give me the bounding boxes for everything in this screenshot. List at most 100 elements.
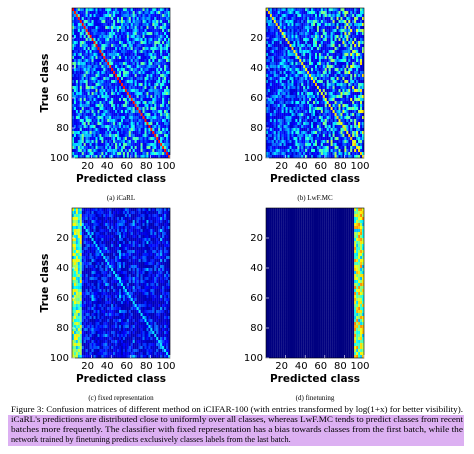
heatmap-cell [267,41,270,45]
heatmap-cell [301,38,304,42]
heatmap-cell [358,119,361,123]
heatmap-cell [91,128,94,132]
heatmap-cell [313,149,316,153]
heatmap-cell [87,143,90,147]
heatmap-cell [291,68,294,72]
heatmap-cell [273,77,276,81]
heatmap-cell [305,68,308,72]
heatmap-cell [346,128,349,132]
heatmap-cell [324,47,327,51]
heatmap-cell [289,152,292,156]
heatmap-cell [266,59,269,63]
heatmap-cell [320,80,323,84]
heatmap-cell [89,68,92,72]
heatmap-cell [113,80,116,84]
heatmap-cell [164,20,167,24]
heatmap-cell [362,38,365,42]
heatmap-cell [95,80,98,84]
heatmap-cell [87,131,90,135]
heatmap-cell [166,20,169,24]
heatmap-cell [156,29,159,33]
heatmap-cell [95,53,98,57]
heatmap-cell [140,152,143,156]
x-axis-label: Predicted class [76,173,166,185]
heatmap-cell [340,83,343,87]
heatmap-cell [160,62,163,66]
heatmap-cell [73,11,76,15]
heatmap-cell [350,110,353,114]
heatmap-cell [318,65,321,69]
heatmap-cell [128,53,131,57]
heatmap-cell [162,131,165,135]
heatmap-cell [81,98,84,102]
heatmap-cell [85,125,88,129]
heatmap-cell [148,77,151,81]
heatmap-cell [83,53,86,57]
heatmap-cell [105,59,108,63]
heatmap-cell [297,80,300,84]
heatmap-cell [150,8,153,12]
heatmap-cell [103,56,106,60]
heatmap-cell [340,92,343,96]
heatmap-cell [313,119,316,123]
heatmap-cell [352,38,355,42]
heatmap-cell [275,143,278,147]
heatmap-cell [271,98,274,102]
heatmap-cell [281,14,284,18]
heatmap-cell [77,50,80,54]
heatmap-cell [144,119,147,123]
heatmap-cell [332,14,335,18]
heatmap-cell [313,77,316,81]
heatmap-cell [79,86,82,90]
heatmap-cell [130,53,133,57]
heatmap-cell [356,26,359,30]
heatmap-cell [271,116,274,120]
heatmap-cell [154,86,157,90]
heatmap-cell [336,95,339,99]
heatmap-cell [146,104,149,108]
heatmap-cell [338,29,341,33]
heatmap-cell [279,95,282,99]
heatmap-cell [101,35,104,39]
heatmap-cell [287,92,290,96]
heatmap-cell [358,146,361,150]
heatmap-cell [313,83,316,87]
heatmap-cell [299,32,302,36]
heatmap-cell [132,65,135,69]
heatmap-cell [115,116,118,120]
heatmap-cell [285,47,288,51]
heatmap-cell [124,59,127,63]
heatmap-cell [136,89,139,93]
heatmap-cell [134,110,137,114]
heatmap-cell [352,59,355,63]
heatmap-cell [77,146,80,150]
heatmap-cell [285,86,288,90]
heatmap-cell [85,101,88,105]
heatmap-cell [109,101,112,105]
heatmap-cell [277,11,280,15]
heatmap-cell [75,86,78,90]
heatmap-cell [336,53,339,57]
heatmap-cell [289,14,292,18]
heatmap-cell [305,47,308,51]
heatmap-cell [93,119,96,123]
heatmap-cell [79,83,82,87]
heatmap-cell [283,116,286,120]
heatmap-cell [115,128,118,132]
heatmap-cell [105,23,108,27]
heatmap-cell [83,62,86,66]
heatmap-cell [356,77,359,81]
heatmap-cell [138,137,141,141]
heatmap-cell [99,47,102,51]
heatmap-cell [289,32,292,36]
heatmap-cell [330,101,333,105]
heatmap-cell [340,89,343,93]
heatmap-cell [342,35,345,39]
heatmap-cell [130,152,133,156]
heatmap-cell [117,62,120,66]
heatmap-cell [352,137,355,141]
heatmap-cell [154,113,157,117]
heatmap-cell [287,56,290,60]
heatmap-cell [89,113,92,117]
heatmap-cell [138,35,141,39]
